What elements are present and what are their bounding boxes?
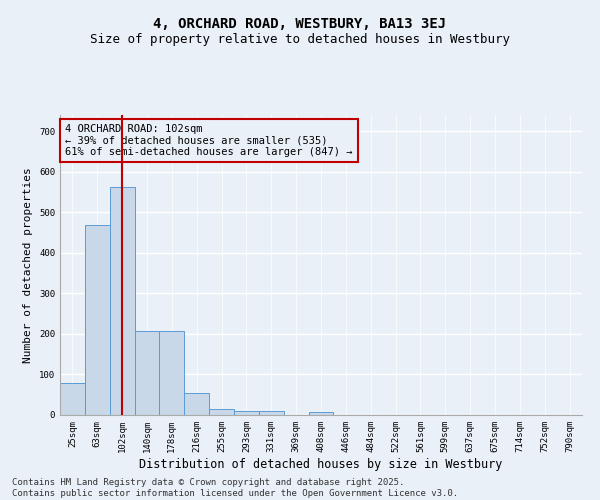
Bar xyxy=(60,384,85,415)
Bar xyxy=(110,187,134,415)
Text: Contains HM Land Registry data © Crown copyright and database right 2025.
Contai: Contains HM Land Registry data © Crown c… xyxy=(12,478,458,498)
Bar xyxy=(85,226,110,415)
Bar xyxy=(209,409,234,415)
Bar xyxy=(308,412,334,415)
Text: 4 ORCHARD ROAD: 102sqm
← 39% of detached houses are smaller (535)
61% of semi-de: 4 ORCHARD ROAD: 102sqm ← 39% of detached… xyxy=(65,124,353,157)
Bar xyxy=(160,331,184,415)
Text: Size of property relative to detached houses in Westbury: Size of property relative to detached ho… xyxy=(90,32,510,46)
Bar xyxy=(259,411,284,415)
Bar xyxy=(234,411,259,415)
Y-axis label: Number of detached properties: Number of detached properties xyxy=(23,167,34,363)
X-axis label: Distribution of detached houses by size in Westbury: Distribution of detached houses by size … xyxy=(139,458,503,470)
Bar xyxy=(134,331,160,415)
Bar xyxy=(184,392,209,415)
Text: 4, ORCHARD ROAD, WESTBURY, BA13 3EJ: 4, ORCHARD ROAD, WESTBURY, BA13 3EJ xyxy=(154,18,446,32)
